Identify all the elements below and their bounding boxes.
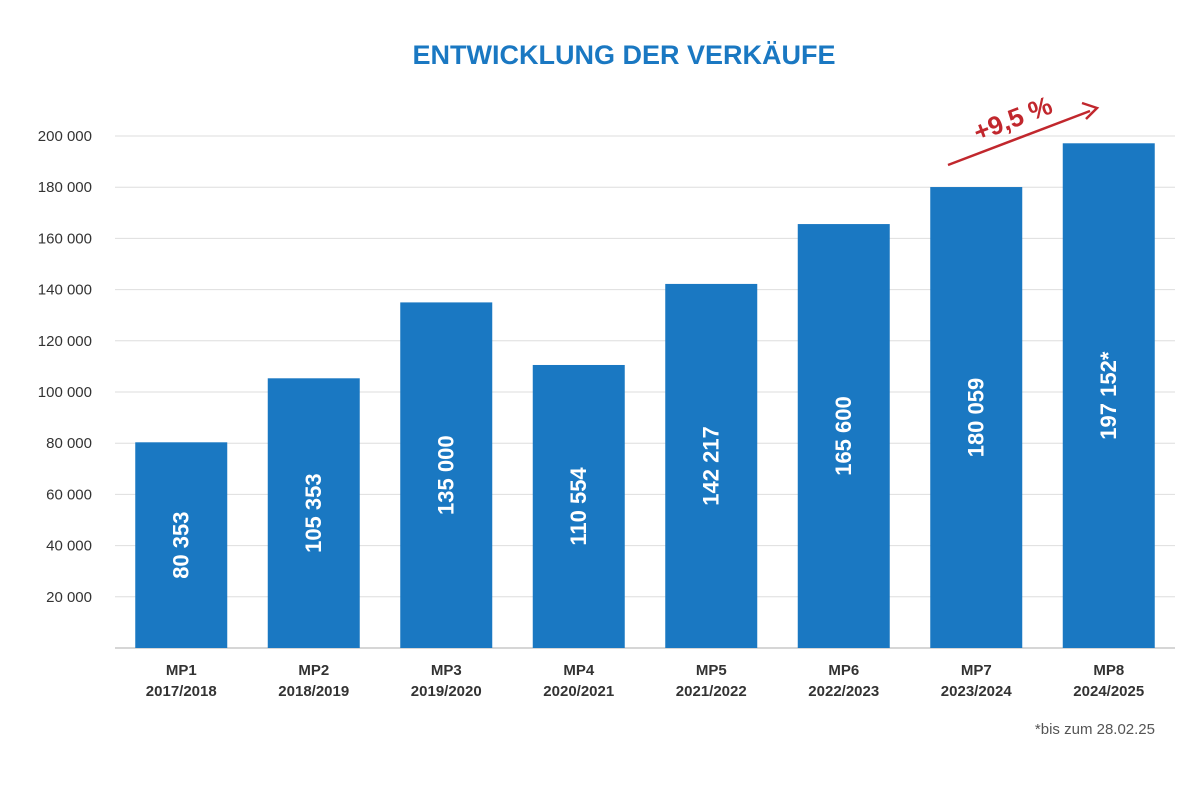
bar-mp6 (797, 224, 890, 648)
y-tick-label: 180 000 (38, 179, 92, 196)
footnote: *bis zum 28.02.25 (1035, 721, 1155, 738)
y-tick-label: 140 000 (38, 282, 92, 299)
x-category-code: MP3 (431, 662, 462, 679)
bar-value-label: 197 152* (1096, 351, 1121, 440)
chart-title: ENTWICKLUNG DER VERKÄUFE (413, 40, 836, 70)
x-axis-category-labels: MP1 2017/2018 MP2 2018/2019 MP3 2019/2020 MP4 2… (146, 662, 1144, 700)
bar-mp3 (400, 302, 493, 648)
bar-mp5 (665, 283, 758, 648)
x-category-period: 2018/2019 (278, 683, 349, 700)
bar-mp2 (267, 378, 360, 648)
bar-value-label: 105 353 (301, 473, 326, 553)
growth-arrow-line (947, 109, 1091, 167)
y-tick-label: 200 000 (38, 128, 92, 145)
x-category-period: 2023/2024 (941, 683, 1013, 700)
x-category-code: MP5 (696, 662, 727, 679)
x-category-code: MP4 (563, 662, 595, 679)
y-tick-label: 20 000 (46, 589, 92, 606)
x-category-period: 2017/2018 (146, 683, 217, 700)
growth-annotation-label: +9,5 % (969, 90, 1056, 147)
x-category-code: MP2 (298, 662, 329, 679)
y-axis-tick-labels: 20 000 40 000 60 000 80 000 100 000 120 000 14… (38, 128, 92, 606)
bars (135, 143, 1155, 649)
x-category-period: 2022/2023 (808, 683, 879, 700)
bar-value-label: 135 000 (434, 435, 459, 515)
y-tick-label: 160 000 (38, 230, 92, 247)
x-category-code: MP1 (166, 662, 197, 679)
bar-mp8 (1062, 143, 1155, 648)
y-tick-label: 60 000 (46, 486, 92, 503)
x-category-code: MP6 (828, 662, 859, 679)
x-category-period: 2024/2025 (1073, 683, 1144, 700)
x-category-period: 2021/2022 (676, 683, 747, 700)
bar-value-label: 80 353 (169, 511, 194, 578)
bar-value-label: 142 217 (699, 426, 724, 506)
bar-value-label: 165 600 (831, 396, 856, 476)
x-category-code: MP7 (961, 662, 992, 679)
bar-mp7 (930, 187, 1023, 649)
y-tick-label: 40 000 (46, 538, 92, 555)
bar-mp1 (135, 442, 228, 648)
y-tick-label: 80 000 (46, 435, 92, 452)
bar-value-labels: 80 353 105 353 135 000 110 554 142 217 165 60… (169, 351, 1122, 579)
x-category-period: 2020/2021 (543, 683, 614, 700)
y-tick-label: 100 000 (38, 384, 92, 401)
x-category-code: MP8 (1093, 662, 1124, 679)
y-tick-label: 120 000 (38, 333, 92, 350)
bar-value-label: 180 059 (964, 378, 989, 458)
x-category-period: 2019/2020 (411, 683, 482, 700)
bar-value-label: 110 554 (566, 467, 591, 546)
bar-mp4 (532, 364, 625, 648)
growth-arrow-head-icon (1081, 101, 1100, 120)
